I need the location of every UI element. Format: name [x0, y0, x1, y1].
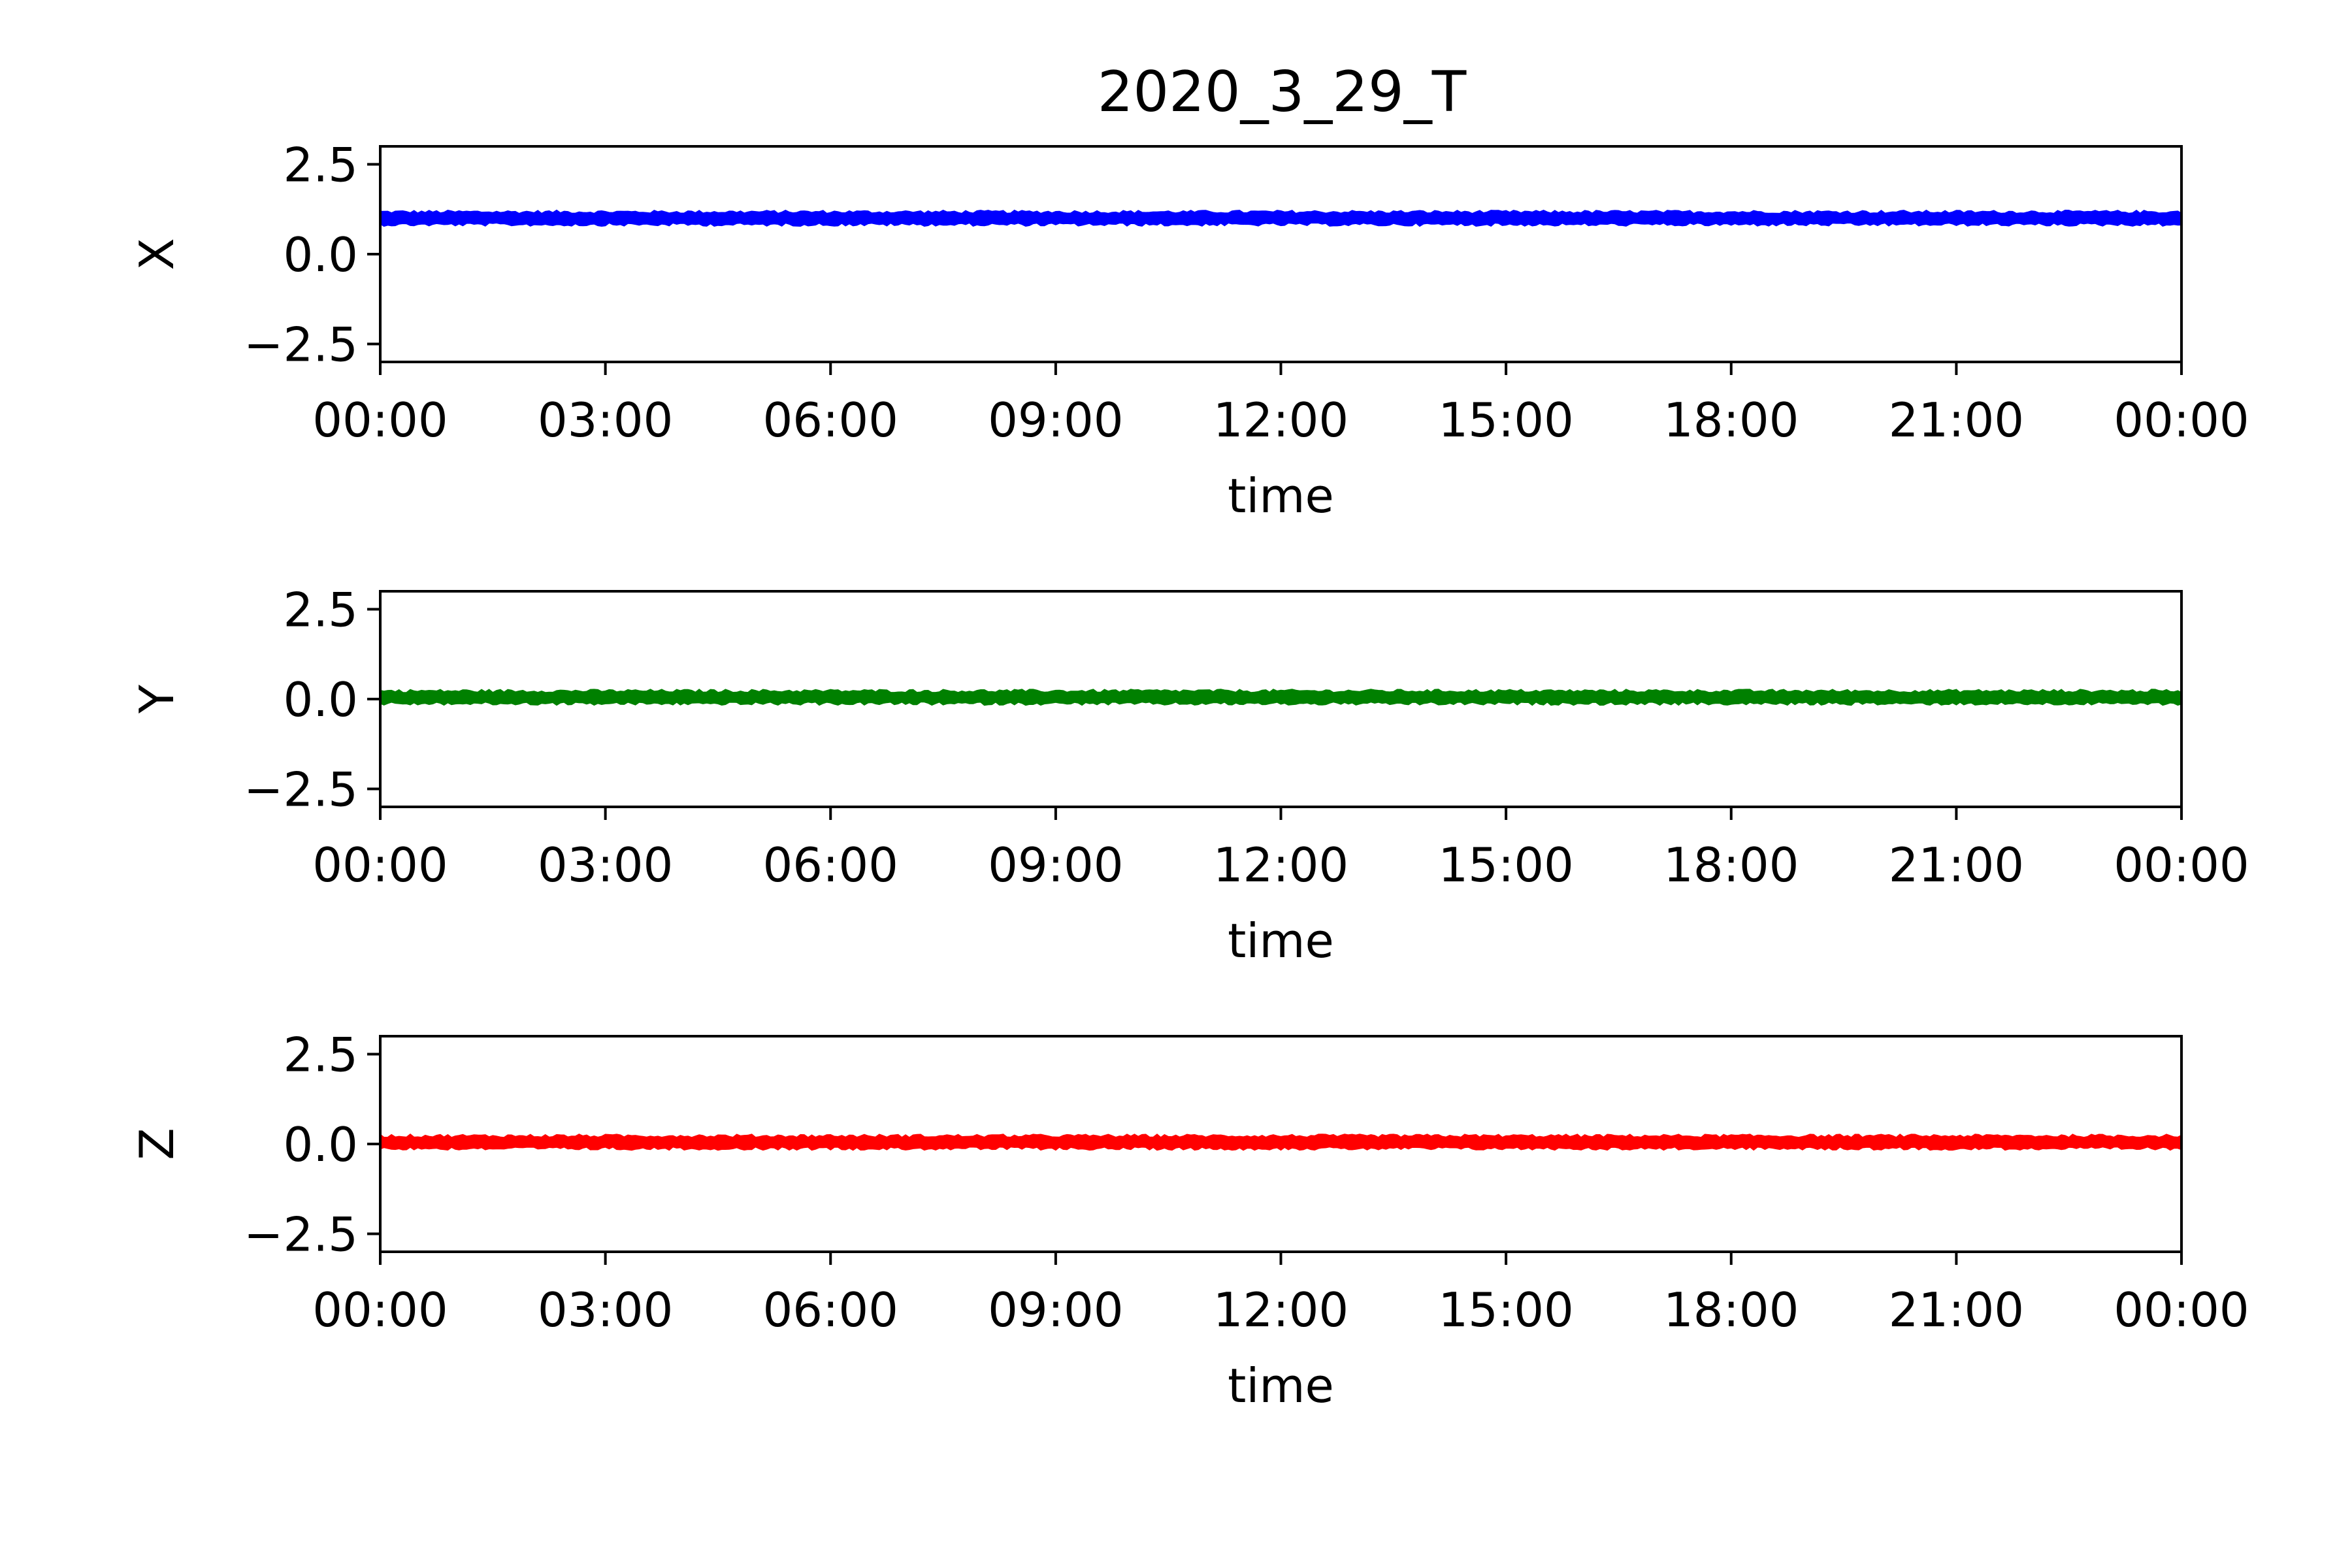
x-tick-label: 18:00	[1663, 393, 1799, 448]
y-tick-label: 2.5	[283, 1028, 358, 1083]
x-tick-label: 09:00	[988, 838, 1124, 892]
y-tick-label: −2.5	[244, 762, 358, 817]
x-tick-label: 18:00	[1663, 1282, 1799, 1337]
x-tick-label: 00:00	[312, 838, 448, 892]
x-axis-label: time	[1228, 1358, 1334, 1413]
x-tick-label: 00:00	[312, 393, 448, 448]
x-tick-label: 00:00	[2114, 838, 2249, 892]
x-tick-label: 06:00	[763, 1282, 899, 1337]
x-tick-label: 03:00	[538, 393, 674, 448]
x-tick-label: 15:00	[1438, 838, 1574, 892]
x-tick-label: 15:00	[1438, 393, 1574, 448]
y-tick-label: −2.5	[244, 318, 358, 372]
x-axis-label: time	[1228, 913, 1334, 968]
y-tick-label: −2.5	[244, 1207, 358, 1262]
x-tick-label: 03:00	[538, 1282, 674, 1337]
x-tick-label: 12:00	[1213, 838, 1349, 892]
y-tick-label: 2.5	[283, 583, 358, 638]
x-tick-label: 12:00	[1213, 1282, 1349, 1337]
y-axis-label: X	[129, 238, 184, 270]
x-axis-label: time	[1228, 468, 1334, 523]
x-tick-label: 00:00	[2114, 1282, 2249, 1337]
x-tick-label: 21:00	[1889, 838, 2025, 892]
subplot-z: 2.5 0.0 −2.5 00:00 03:00 06:00 09:00 12:00 15:00…	[129, 1028, 2249, 1414]
subplot-x: 2.5 0.0 −2.5 00:00 03:00 06:00 09:00 12:00 15:00…	[129, 138, 2249, 524]
plot-frame	[379, 145, 2183, 363]
x-tick-label: 03:00	[538, 838, 674, 892]
x-tick-label: 21:00	[1889, 1282, 2025, 1337]
x-tick-label: 21:00	[1889, 393, 2025, 448]
y-tick-label: 0.0	[283, 227, 358, 282]
x-tick-label: 06:00	[763, 393, 899, 448]
x-tick-label: 00:00	[312, 1282, 448, 1337]
x-tick-label: 00:00	[2114, 393, 2249, 448]
y-tick-label: 2.5	[283, 138, 358, 193]
series-line-x	[380, 209, 2182, 227]
subplot-y: 2.5 0.0 −2.5 00:00 03:00 06:00 09:00 12:00 15:00…	[129, 583, 2249, 969]
y-tick-label: 0.0	[283, 1117, 358, 1172]
y-tick-label: 0.0	[283, 672, 358, 727]
series-line-z	[380, 1133, 2182, 1151]
chart-title: 2020_3_29_T	[1098, 59, 1467, 125]
x-tick-label: 09:00	[988, 1282, 1124, 1337]
x-tick-label: 06:00	[763, 838, 899, 892]
x-tick-label: 09:00	[988, 393, 1124, 448]
series-line-y	[380, 689, 2182, 706]
x-tick-label: 12:00	[1213, 393, 1349, 448]
x-tick-label: 18:00	[1663, 838, 1799, 892]
y-axis-label: Y	[129, 684, 184, 714]
x-tick-label: 15:00	[1438, 1282, 1574, 1337]
y-axis-label: Z	[129, 1128, 184, 1160]
